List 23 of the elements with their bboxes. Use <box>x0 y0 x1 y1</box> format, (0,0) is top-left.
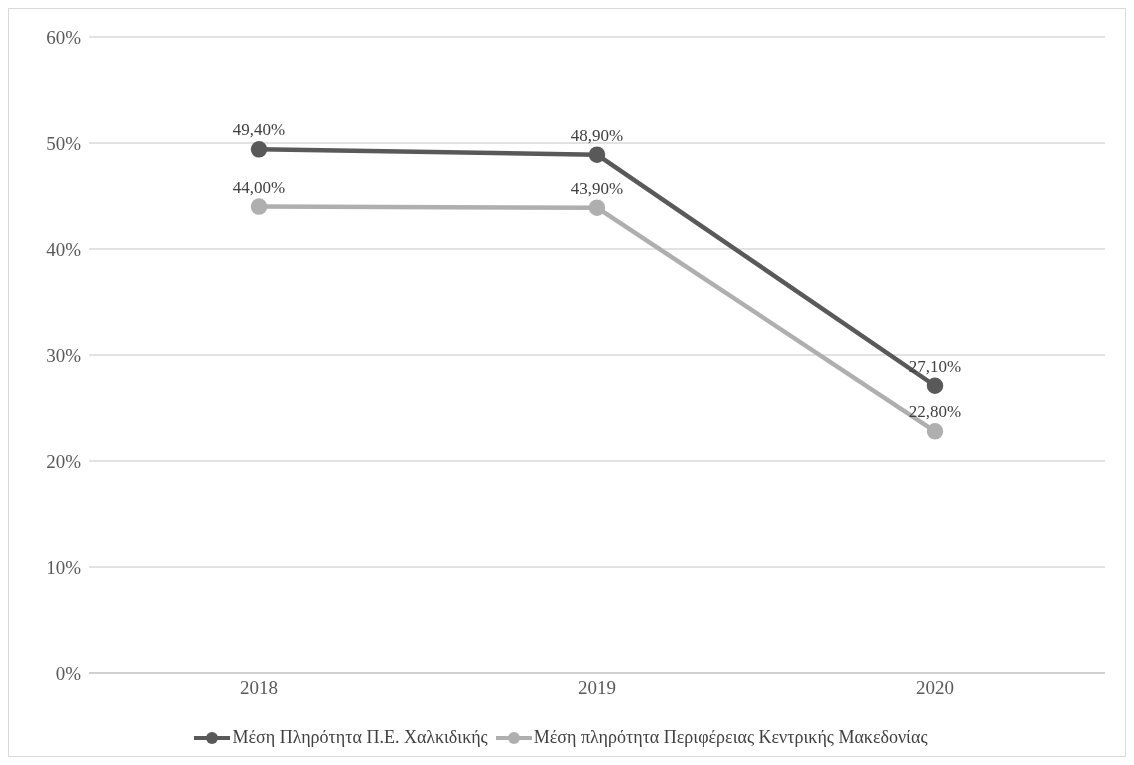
point <box>588 199 606 216</box>
x-tick-label: 2018 <box>240 677 278 699</box>
x-tick-label: 2019 <box>578 677 616 699</box>
y-tick-label: 30% <box>46 344 82 366</box>
y-tick-label: 40% <box>46 238 82 260</box>
data-label: 43,90% <box>570 178 624 198</box>
point <box>926 377 944 394</box>
data-label: 22,80% <box>908 402 962 422</box>
data-label: 49,40% <box>232 120 286 140</box>
x-tick-label: 2020 <box>916 677 954 699</box>
y-tick-label: 50% <box>46 132 82 154</box>
point <box>250 141 268 158</box>
y-tick-label: 60% <box>46 26 82 48</box>
data-label: 44,00% <box>232 177 286 197</box>
y-tick-label: 10% <box>46 556 82 578</box>
data-label: 48,90% <box>570 125 624 145</box>
legend-label: Μέση Πληρότητα Π.Ε. Χαλκιδικής <box>231 727 488 748</box>
point <box>588 146 606 163</box>
point <box>926 423 944 440</box>
y-tick-label: 20% <box>46 450 82 472</box>
point <box>250 198 268 215</box>
legend-label: Μέση πληρότητα Περιφέρειας Κεντρικής Μακεδονίας <box>532 727 928 748</box>
y-tick-label: 0% <box>55 662 82 684</box>
